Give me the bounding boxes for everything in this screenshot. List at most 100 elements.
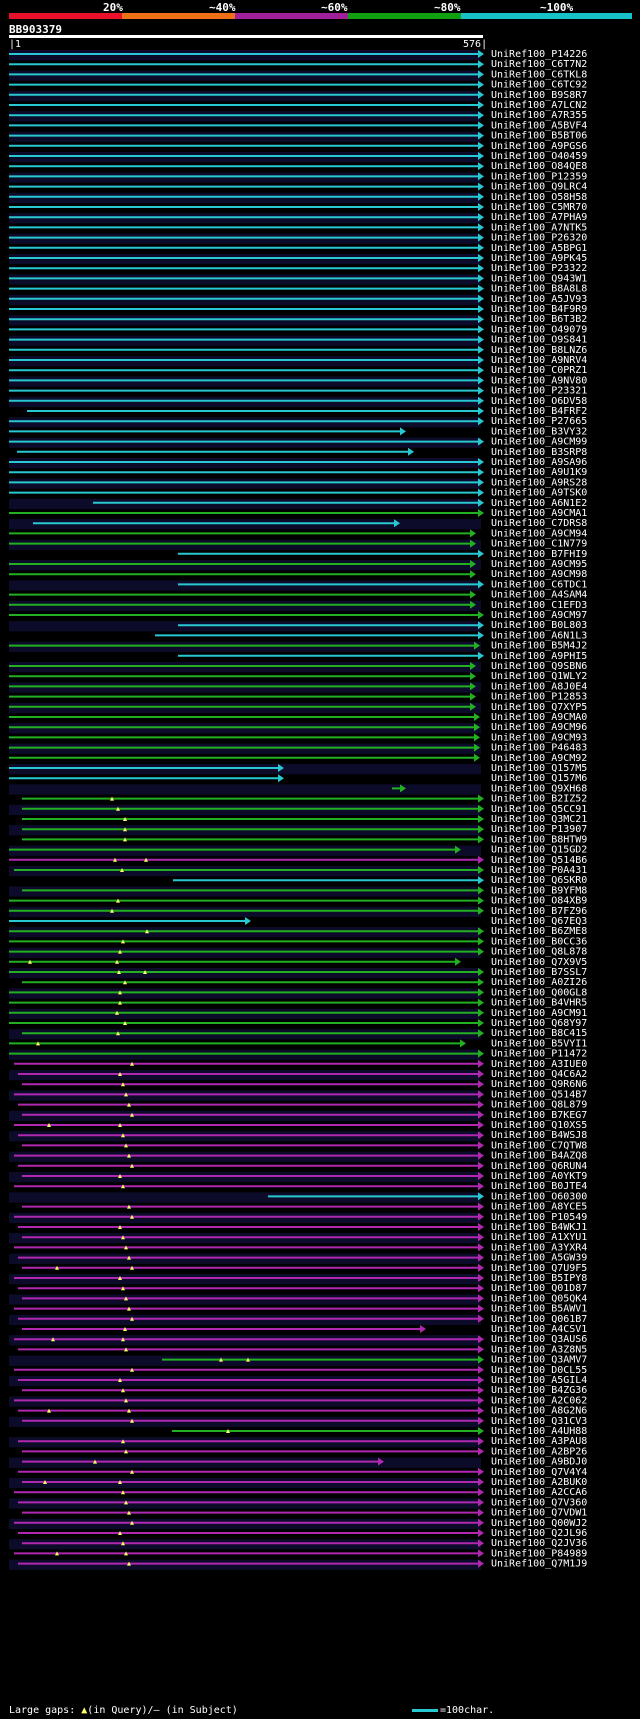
hit-label[interactable]: UniRef100_C7QTW8 bbox=[491, 1140, 587, 1151]
hit-label[interactable]: UniRef100_O49079 bbox=[491, 324, 587, 335]
hit-row[interactable]: UniRef100_Q00GL8 bbox=[9, 987, 587, 999]
hit-label[interactable]: UniRef100_B4FRF2 bbox=[491, 406, 587, 417]
hit-label[interactable]: UniRef100_A9PGS6 bbox=[491, 141, 587, 152]
hit-row[interactable]: UniRef100_A9BDJ0 bbox=[9, 1457, 587, 1468]
hit-row[interactable]: UniRef100_Q68Y97 bbox=[9, 1018, 587, 1029]
hit-label[interactable]: UniRef100_A9RS28 bbox=[491, 477, 587, 488]
hit-label[interactable]: UniRef100_C0PRZ1 bbox=[491, 365, 587, 376]
hit-label[interactable]: UniRef100_B9S8R7 bbox=[491, 90, 587, 101]
hit-label[interactable]: UniRef100_B3VY32 bbox=[491, 426, 587, 437]
hit-label[interactable]: UniRef100_Q157M5 bbox=[491, 763, 587, 774]
hit-row[interactable]: UniRef100_A4UH88 bbox=[172, 1426, 587, 1437]
hit-label[interactable]: UniRef100_B6ZME8 bbox=[491, 926, 587, 937]
hit-row[interactable]: UniRef100_Q514B7 bbox=[9, 1089, 587, 1101]
hit-label[interactable]: UniRef100_B5AWV1 bbox=[491, 1304, 587, 1315]
hit-label[interactable]: UniRef100_A9CM91 bbox=[491, 1008, 587, 1019]
hit-label[interactable]: UniRef100_A3Z8N5 bbox=[491, 1344, 587, 1355]
hit-row[interactable]: UniRef100_C6T7N2 bbox=[9, 59, 587, 70]
hit-row[interactable]: UniRef100_A4SAM4 bbox=[9, 590, 587, 601]
hit-row[interactable]: UniRef100_C6TDC1 bbox=[9, 579, 587, 591]
hit-row[interactable]: UniRef100_Q6SKR0 bbox=[173, 875, 587, 886]
hit-label[interactable]: UniRef100_P0A431 bbox=[491, 865, 587, 876]
hit-label[interactable]: UniRef100_C1EFD3 bbox=[491, 600, 587, 611]
hit-row[interactable]: UniRef100_Q6RUN4 bbox=[18, 1161, 587, 1172]
hit-label[interactable]: UniRef100_A7NTK5 bbox=[491, 222, 587, 233]
hit-label[interactable]: UniRef100_C6TDC1 bbox=[491, 579, 587, 590]
hit-row[interactable]: UniRef100_A9CM91 bbox=[9, 1008, 587, 1019]
hit-row[interactable]: UniRef100_B3SRP8 bbox=[17, 447, 587, 458]
hit-row[interactable]: UniRef100_B6ZME8 bbox=[9, 926, 587, 938]
hit-row[interactable]: UniRef100_A9NRV4 bbox=[9, 355, 587, 367]
hit-label[interactable]: UniRef100_A9CM92 bbox=[491, 753, 587, 764]
hit-row[interactable]: UniRef100_Q157M5 bbox=[9, 763, 587, 775]
hit-label[interactable]: UniRef100_D0CL55 bbox=[491, 1365, 587, 1376]
hit-row[interactable]: UniRef100_A9CM97 bbox=[9, 610, 587, 621]
hit-row[interactable]: UniRef100_Q5CC91 bbox=[9, 804, 587, 815]
hit-row[interactable]: UniRef100_A0ZI26 bbox=[22, 977, 587, 988]
hit-row[interactable]: UniRef100_B2IZ52 bbox=[22, 794, 587, 805]
hit-row[interactable]: UniRef100_P23321 bbox=[9, 386, 587, 397]
hit-row[interactable]: UniRef100_A7NTK5 bbox=[9, 222, 587, 233]
hit-label[interactable]: UniRef100_C1N779 bbox=[491, 539, 587, 550]
hit-label[interactable]: UniRef100_A9NV80 bbox=[491, 375, 587, 386]
hit-row[interactable]: UniRef100_A5GW39 bbox=[9, 1253, 587, 1264]
hit-row[interactable]: UniRef100_P26320 bbox=[9, 233, 587, 244]
hit-row[interactable]: UniRef100_Q7V360 bbox=[9, 1497, 587, 1509]
hit-row[interactable]: UniRef100_A9SA96 bbox=[9, 457, 587, 469]
hit-row[interactable]: UniRef100_A9NV80 bbox=[9, 375, 587, 387]
hit-row[interactable]: UniRef100_A9CM93 bbox=[9, 732, 587, 743]
hit-row[interactable]: UniRef100_B5VYI1 bbox=[9, 1038, 587, 1049]
hit-row[interactable]: UniRef100_B4FRF2 bbox=[27, 406, 587, 417]
hit-label[interactable]: UniRef100_A9CM95 bbox=[491, 559, 587, 570]
hit-label[interactable]: UniRef100_B7FZ96 bbox=[491, 906, 587, 917]
hit-label[interactable]: UniRef100_A3PAU8 bbox=[491, 1436, 587, 1447]
hit-label[interactable]: UniRef100_B5VYI1 bbox=[491, 1038, 587, 1049]
hit-label[interactable]: UniRef100_Q157M6 bbox=[491, 773, 587, 784]
hit-row[interactable]: UniRef100_B3VY32 bbox=[9, 426, 587, 437]
hit-label[interactable]: UniRef100_Q2JV36 bbox=[491, 1538, 587, 1549]
hit-label[interactable]: UniRef100_Q31CV3 bbox=[491, 1416, 587, 1427]
hit-label[interactable]: UniRef100_A7R355 bbox=[491, 110, 587, 121]
hit-label[interactable]: UniRef100_Q9SBN6 bbox=[491, 661, 587, 672]
hit-row[interactable]: UniRef100_O84XB9 bbox=[9, 896, 587, 907]
hit-row[interactable]: UniRef100_A2C062 bbox=[9, 1395, 587, 1407]
hit-row[interactable]: UniRef100_A5JV93 bbox=[9, 294, 587, 305]
hit-row[interactable]: UniRef100_A6N1E2 bbox=[9, 498, 587, 509]
hit-row[interactable]: UniRef100_O6DV58 bbox=[9, 396, 587, 407]
hit-row[interactable]: UniRef100_Q8L879 bbox=[18, 1100, 587, 1111]
hit-row[interactable]: UniRef100_Q1WLY2 bbox=[9, 671, 587, 682]
hit-row[interactable]: UniRef100_C5MR70 bbox=[9, 202, 587, 213]
hit-label[interactable]: UniRef100_O9S841 bbox=[491, 335, 587, 346]
hit-row[interactable]: UniRef100_A9PK45 bbox=[9, 253, 587, 265]
hit-label[interactable]: UniRef100_B7KEG7 bbox=[491, 1110, 587, 1121]
hit-label[interactable]: UniRef100_A0YKT9 bbox=[491, 1171, 587, 1182]
hit-label[interactable]: UniRef100_Q7M1J9 bbox=[491, 1559, 587, 1570]
hit-row[interactable]: UniRef100_B4WKJ1 bbox=[18, 1222, 587, 1233]
hit-label[interactable]: UniRef100_B6T3B2 bbox=[491, 314, 587, 325]
hit-label[interactable]: UniRef100_C6T7N2 bbox=[491, 59, 587, 70]
hit-row[interactable]: UniRef100_A5BVF4 bbox=[9, 120, 587, 131]
hit-label[interactable]: UniRef100_A9CM98 bbox=[491, 569, 587, 580]
hit-label[interactable]: UniRef100_A9NRV4 bbox=[491, 355, 587, 366]
hit-row[interactable]: UniRef100_A9CM94 bbox=[9, 528, 587, 539]
hit-label[interactable]: UniRef100_Q7X9V5 bbox=[491, 957, 587, 968]
hit-label[interactable]: UniRef100_A9CM97 bbox=[491, 610, 587, 621]
hit-row[interactable]: UniRef100_P14226 bbox=[9, 49, 587, 61]
hit-label[interactable]: UniRef100_A3YXR4 bbox=[491, 1242, 587, 1253]
hit-label[interactable]: UniRef100_A5BPG1 bbox=[491, 243, 587, 254]
hit-row[interactable]: UniRef100_Q2JV36 bbox=[9, 1538, 587, 1550]
hit-label[interactable]: UniRef100_Q061B7 bbox=[491, 1314, 587, 1325]
hit-label[interactable]: UniRef100_Q3MC21 bbox=[491, 814, 587, 825]
hit-row[interactable]: UniRef100_A7PHA9 bbox=[9, 212, 587, 224]
hit-row[interactable]: UniRef100_A9TSK0 bbox=[9, 488, 587, 499]
hit-label[interactable]: UniRef100_Q67EQ3 bbox=[491, 916, 587, 927]
hit-row[interactable]: UniRef100_Q00WJ2 bbox=[9, 1518, 587, 1529]
hit-row[interactable]: UniRef100_C6TKL8 bbox=[9, 69, 587, 81]
hit-label[interactable]: UniRef100_A5JV93 bbox=[491, 294, 587, 305]
hit-row[interactable]: UniRef100_B5M4J2 bbox=[9, 641, 587, 652]
hit-label[interactable]: UniRef100_P11472 bbox=[491, 1049, 587, 1060]
hit-label[interactable]: UniRef100_Q68Y97 bbox=[491, 1018, 587, 1029]
hit-row[interactable]: UniRef100_Q8L878 bbox=[9, 947, 587, 958]
hit-row[interactable]: UniRef100_A9CM92 bbox=[9, 753, 587, 764]
hit-label[interactable]: UniRef100_B5BT06 bbox=[491, 131, 587, 142]
